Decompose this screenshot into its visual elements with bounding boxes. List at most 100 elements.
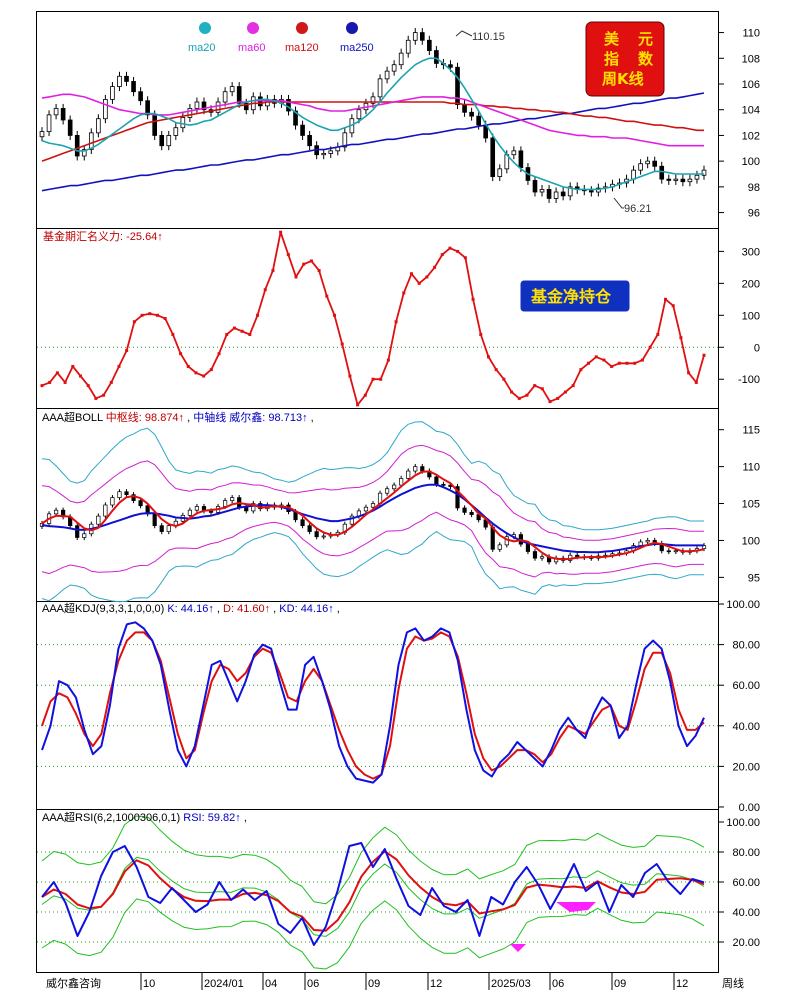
net-position-series-point: [71, 364, 75, 368]
candle-body: [124, 75, 129, 82]
boll-candle-body: [244, 506, 249, 512]
candle-body: [152, 114, 157, 136]
boll-tick-label: 110: [742, 462, 760, 474]
candle-body: [356, 109, 362, 120]
boll-candle: [307, 523, 312, 535]
boll-candle: [138, 497, 143, 509]
boll-label: AAA超BOLL 中枢线: 98.874↑ , 中轴线 威尔鑫: 98.713↑…: [42, 410, 314, 424]
boll-candle-body: [645, 540, 650, 543]
y-axis-ticks: 110 108 106 104 102 100 98 96 300 200 100 0 -100 115 1…: [719, 28, 760, 949]
net-position-series-point: [102, 393, 106, 397]
net-position-series-point: [286, 253, 290, 257]
boll-lower-line: [41, 511, 704, 578]
candle-body: [391, 64, 397, 72]
net-position-series-point: [186, 364, 190, 368]
ma20-series: [41, 57, 704, 191]
candle: [39, 127, 45, 142]
footer-label: 威尔鑫咨询: [46, 976, 101, 990]
candle-body: [384, 70, 390, 80]
boll-candle-body: [307, 525, 312, 532]
candle-body: [229, 86, 235, 93]
candle-body: [46, 114, 52, 132]
candle: [166, 130, 172, 151]
net-position-series-point: [302, 262, 306, 266]
net-position-series-point: [163, 317, 167, 320]
candle-body: [166, 135, 172, 147]
net-position-series-point: [563, 390, 567, 394]
net-position-series-point: [702, 353, 706, 357]
net-position-series-point: [171, 332, 175, 336]
candle-body: [53, 108, 59, 116]
x-tick-label: 12: [430, 978, 442, 990]
boll-candle-body: [82, 533, 87, 538]
net-position-series-point: [486, 355, 490, 359]
net-position-series-point: [117, 364, 121, 368]
candle: [511, 146, 517, 160]
boll-candle-body: [420, 466, 425, 472]
kdj-name: AAA超KDJ(9,3,3,1,0,0,0): [42, 601, 164, 615]
net-position-series-point: [448, 246, 452, 250]
boll-candle: [666, 548, 671, 555]
candle: [96, 114, 101, 138]
candle-body: [307, 135, 312, 147]
x-tick-label: 2024/01: [204, 978, 244, 990]
x-axis: 10 2024/01 04 06 09 12 2025/03 06 09 12 周线: [140, 973, 744, 990]
kdj-tick-label: 40.00: [732, 721, 760, 733]
net-position-series-point: [687, 371, 691, 375]
net-position-series-point: [694, 380, 698, 384]
candle-body: [680, 178, 686, 183]
candle: [81, 145, 87, 161]
title-badge: 美 元 指 数 周K线: [585, 21, 665, 97]
candle: [694, 170, 700, 184]
candle: [455, 62, 460, 110]
candle-body: [645, 160, 650, 165]
candle-body: [589, 190, 594, 193]
candle-body: [74, 135, 80, 157]
net-position-series-point: [148, 312, 152, 316]
candle: [159, 130, 165, 151]
boll-candle-body: [441, 483, 446, 486]
candle-body: [518, 150, 524, 168]
candle-body: [560, 191, 566, 197]
net-position-series-point: [325, 294, 329, 298]
legend-ma60: ma60: [238, 42, 266, 54]
boll-candle-body: [159, 525, 164, 532]
net-position-series-point: [456, 249, 460, 253]
candle: [539, 184, 545, 197]
boll-candle: [124, 489, 129, 498]
net-position-series-point: [587, 361, 591, 365]
kdj-d-series-line: [41, 631, 705, 780]
ma60-series-line: [41, 93, 704, 147]
candle: [589, 186, 594, 197]
net-position-series-point: [63, 380, 67, 384]
boll-candle: [413, 464, 418, 474]
candle-body: [293, 110, 298, 126]
boll-tick-label: 115: [742, 425, 760, 437]
ma250-series: [41, 92, 705, 192]
candle-body: [194, 101, 200, 109]
net-position-series-point: [625, 361, 629, 365]
candle: [300, 120, 305, 140]
boll-candle: [300, 517, 305, 529]
rsi-tick-label: 80.00: [732, 847, 760, 859]
kdj-d-label: D: 41.60↑: [223, 603, 270, 615]
candle: [567, 182, 573, 201]
price-tick-label: 108: [742, 53, 760, 65]
price-tick-label: 100: [742, 156, 760, 168]
candle-body: [39, 131, 45, 138]
net-position-series-point: [48, 380, 52, 384]
candle: [673, 174, 679, 185]
net-position-series-point: [240, 329, 244, 333]
candle-body: [553, 191, 559, 199]
candle-body: [659, 165, 665, 180]
candle-body: [419, 32, 425, 41]
netpos-tick-label: 0: [754, 342, 760, 354]
boll-candle-body: [525, 543, 531, 552]
boll-candle-body: [194, 506, 200, 511]
candle-body: [159, 135, 165, 147]
legend-ma120: ma120: [285, 42, 319, 54]
ma250-series-line: [41, 92, 705, 192]
candle: [659, 161, 665, 184]
candle: [110, 82, 115, 104]
